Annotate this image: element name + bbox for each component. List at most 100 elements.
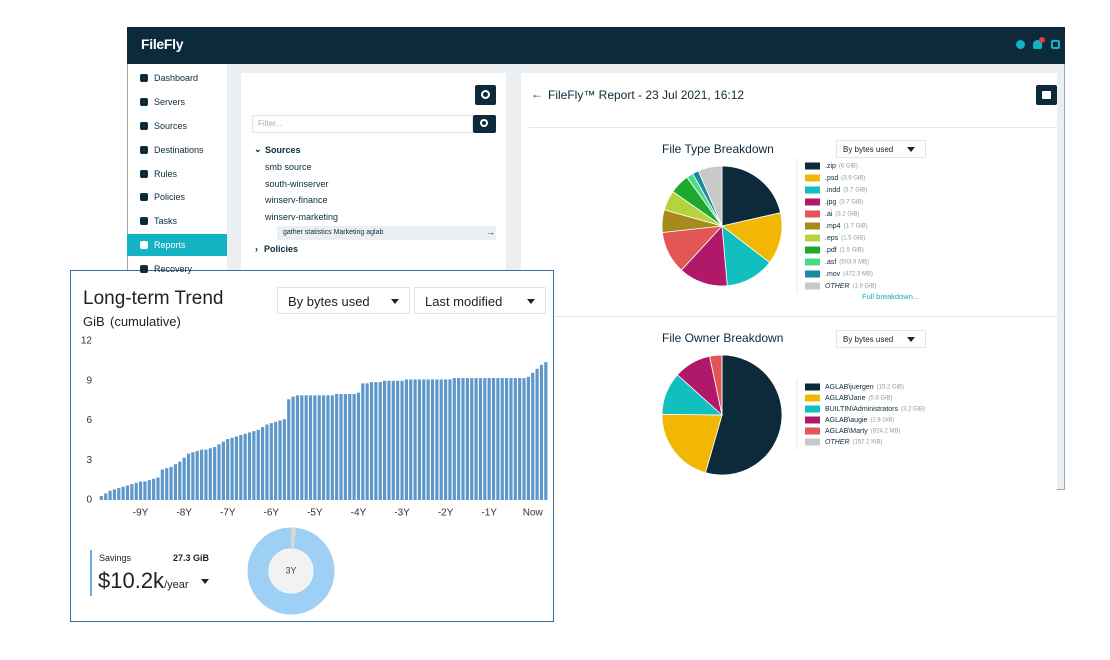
- legend-swatch: [805, 258, 820, 266]
- metric-dropdown[interactable]: By bytes used: [277, 287, 410, 314]
- bar: [509, 378, 513, 500]
- bar: [156, 477, 160, 500]
- legend-value: (1.7 GiB): [844, 224, 868, 230]
- nav-item[interactable]: Recovery: [127, 258, 227, 280]
- legend-value: (5.8 GiB): [868, 396, 892, 402]
- bar: [160, 469, 164, 500]
- legend-swatch: [805, 405, 820, 413]
- nav-label: Dashboard: [154, 73, 199, 83]
- tree-policies[interactable]: Policies: [264, 244, 299, 254]
- legend-value: (3.7 GiB): [839, 200, 863, 206]
- x-tick-label: -4Y: [351, 508, 367, 519]
- tree-sources[interactable]: Sources: [265, 145, 301, 155]
- arrow-icon: →: [486, 227, 495, 237]
- bar: [526, 376, 530, 500]
- nav-item[interactable]: Destinations: [127, 139, 227, 161]
- x-tick-label: -9Y: [133, 508, 149, 519]
- bar: [308, 395, 313, 500]
- legend-swatch: [805, 186, 820, 194]
- bar: [130, 484, 134, 500]
- bar: [539, 364, 544, 500]
- bar: [409, 379, 413, 500]
- date-dropdown[interactable]: Last modified: [414, 287, 546, 314]
- bar: [465, 378, 469, 500]
- logout-icon[interactable]: [1051, 40, 1060, 49]
- notification-icon[interactable]: [1033, 40, 1042, 49]
- bar: [265, 424, 269, 500]
- bar: [452, 378, 456, 500]
- nav-label: Policies: [154, 192, 186, 202]
- savings-amount-row[interactable]: $10.2k/year: [98, 568, 209, 594]
- bar: [295, 395, 300, 500]
- filter-input[interactable]: [252, 115, 473, 133]
- legend-swatch: [805, 383, 820, 391]
- bar: [544, 362, 548, 500]
- legend-swatch: [805, 416, 820, 424]
- nav-label: Destinations: [154, 145, 204, 155]
- selected-row[interactable]: [277, 226, 496, 240]
- tree-source[interactable]: winserv-finance: [265, 195, 328, 205]
- nav-icon: [140, 241, 148, 249]
- bar: [326, 395, 330, 500]
- bar: [470, 378, 474, 500]
- donut-label: 3Y: [285, 565, 296, 575]
- pie-slice: [721, 165, 781, 227]
- legend-value: (472.3 MB): [843, 272, 873, 278]
- bar: [474, 378, 478, 500]
- nav-item[interactable]: Sources: [127, 115, 227, 137]
- full-breakdown-link[interactable]: Full breakdown...: [862, 292, 920, 301]
- nav-item[interactable]: Dashboard: [127, 67, 227, 89]
- nav-icon: [140, 217, 148, 225]
- bar: [513, 378, 517, 500]
- bar: [112, 489, 117, 500]
- legend-name: OTHER: [825, 439, 850, 446]
- tree-source[interactable]: winserv-marketing: [265, 212, 339, 222]
- tree-panel: [241, 73, 506, 273]
- bar: [535, 368, 539, 500]
- nav-item[interactable]: Rules: [127, 163, 227, 185]
- legend-name: .psd: [825, 175, 838, 182]
- legend-value: (503.9 MB): [839, 260, 869, 266]
- legend-name: .mov: [825, 271, 841, 278]
- y-tick-label: 0: [86, 495, 92, 506]
- divider: [529, 127, 1057, 128]
- bar: [282, 419, 286, 500]
- bar: [487, 378, 491, 500]
- bar: [500, 378, 504, 500]
- legend-swatch: [805, 174, 820, 182]
- nav-item[interactable]: Reports: [127, 234, 227, 256]
- legend-value: (924.2 MB): [871, 429, 901, 435]
- chevron-down: ⌄: [254, 144, 262, 154]
- file-type-dropdown[interactable]: By bytes used: [836, 140, 926, 158]
- bar: [378, 382, 382, 500]
- nav-icon: [140, 170, 148, 178]
- legend-value: (3.7 GiB): [843, 188, 867, 194]
- nav-icon: [140, 98, 148, 106]
- savings-unit: /year: [164, 579, 189, 591]
- top-bar: [127, 27, 1065, 64]
- trend-unit: GiB: [83, 314, 105, 329]
- bar: [138, 481, 143, 500]
- theme-icon[interactable]: [1016, 40, 1025, 49]
- tree-source[interactable]: smb source: [265, 162, 312, 172]
- nav-item[interactable]: Tasks: [127, 210, 227, 232]
- legend-name: .eps: [825, 235, 839, 242]
- back-arrow[interactable]: ←: [531, 87, 543, 101]
- legend-name: .indd: [825, 187, 840, 194]
- bar: [361, 383, 365, 500]
- nav-item[interactable]: Servers: [127, 91, 227, 113]
- nav-icon: [140, 122, 148, 130]
- tree-source[interactable]: south-winserver: [265, 179, 329, 189]
- bar: [369, 382, 374, 500]
- file-owner-dropdown[interactable]: By bytes used: [836, 330, 926, 348]
- savings-label: Savings: [99, 553, 132, 563]
- legend-swatch: [805, 234, 820, 242]
- nav-label: Reports: [154, 240, 186, 250]
- nav-icon: [140, 74, 148, 82]
- nav-item[interactable]: Policies: [127, 186, 227, 208]
- bar: [439, 379, 443, 500]
- nav-label: Tasks: [154, 216, 178, 226]
- legend-value: (3.2 GiB): [835, 212, 859, 218]
- bar: [348, 394, 352, 500]
